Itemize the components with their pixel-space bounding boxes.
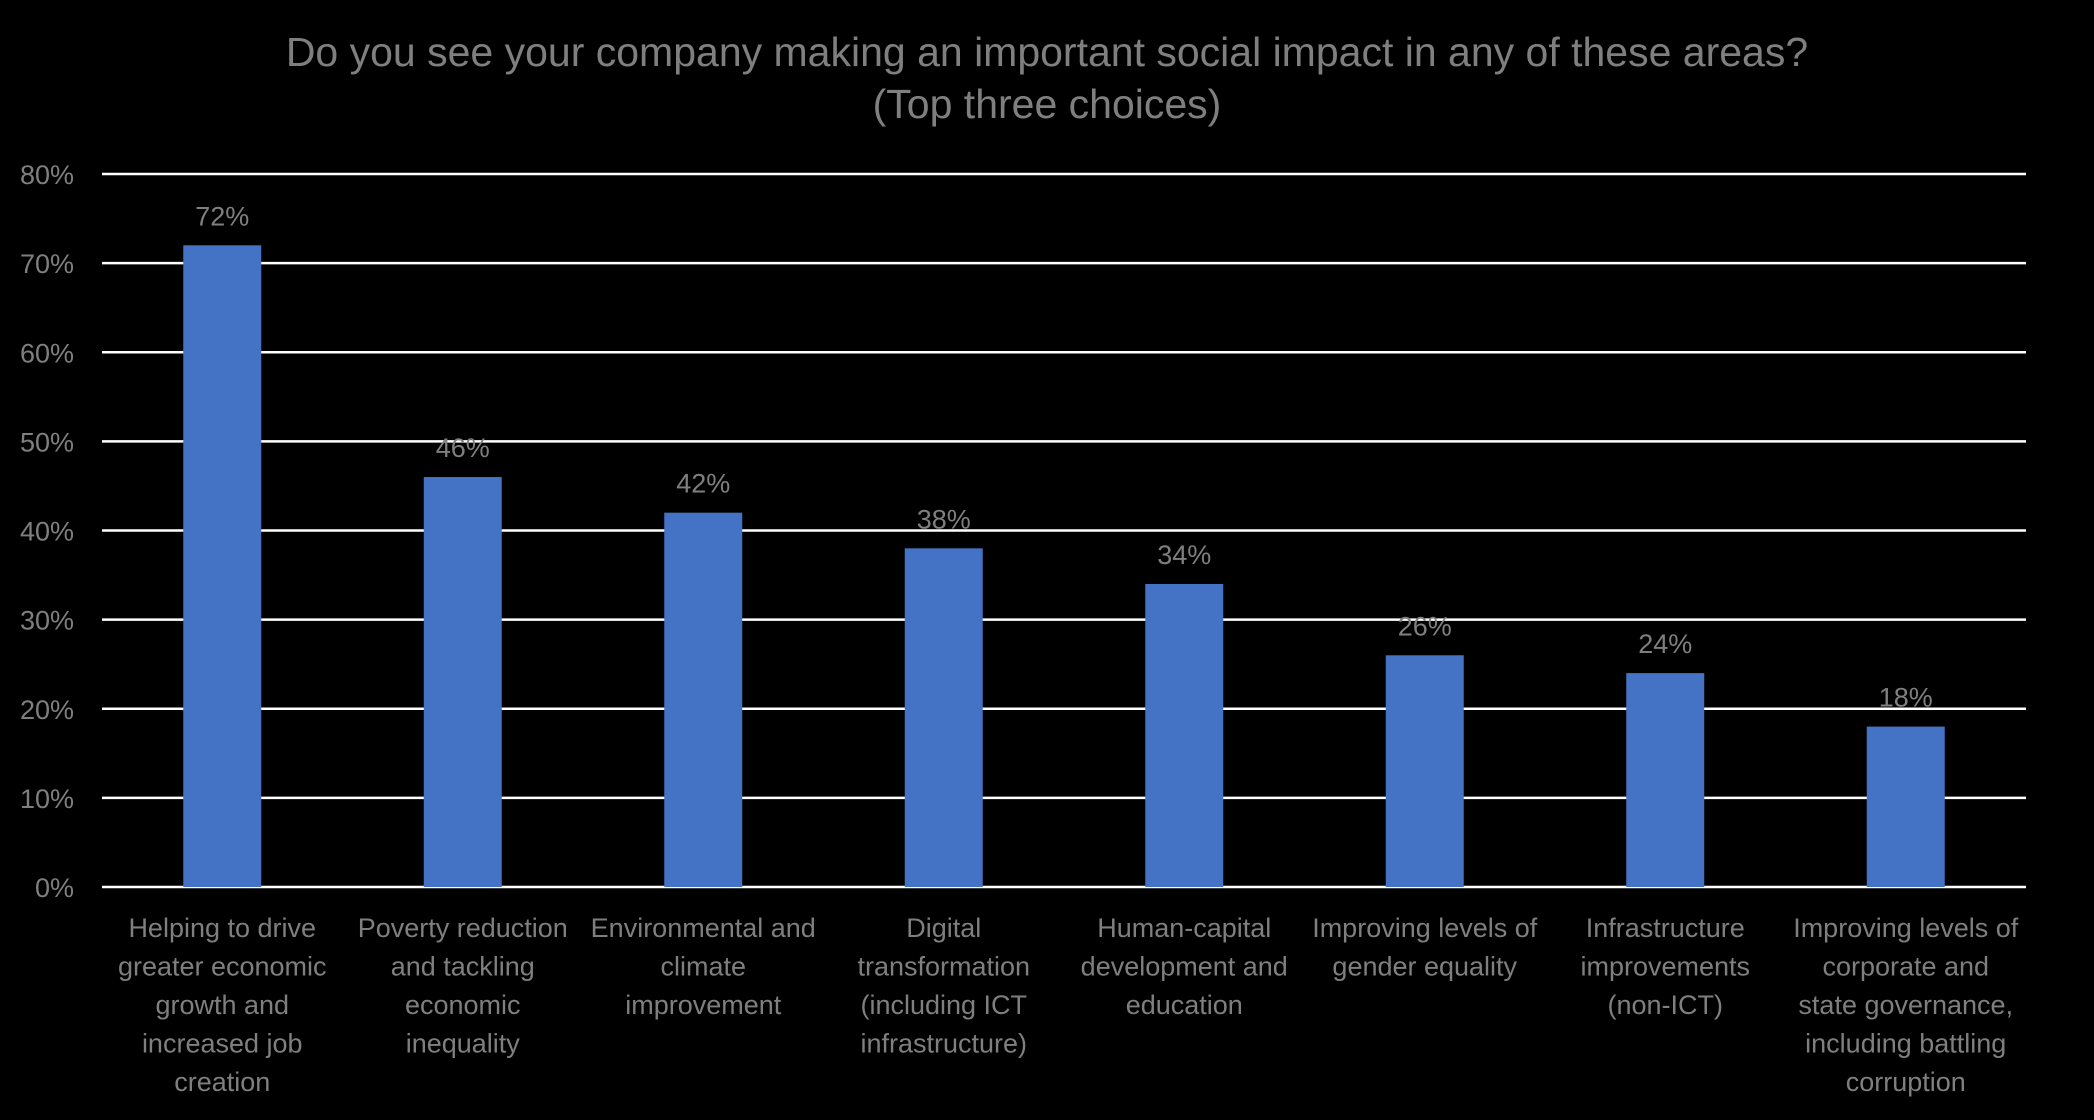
data-label: 24% xyxy=(1638,629,1692,659)
category-label: Environmental and xyxy=(591,913,816,943)
category-label: climate xyxy=(660,952,746,982)
data-labels: 72% 46% 42% 38% 34% 26% 24% 18% xyxy=(195,201,1933,712)
bars xyxy=(183,245,1945,888)
y-tick-label: 80% xyxy=(20,160,74,190)
chart-title-line-2: (Top three choices) xyxy=(872,81,1222,127)
data-label: 72% xyxy=(195,201,249,231)
category-label: Human-capital xyxy=(1097,913,1271,943)
category-label: improvement xyxy=(625,990,782,1020)
category-label: Poverty reduction xyxy=(358,913,568,943)
y-tick-label: 0% xyxy=(35,873,74,903)
category-label: economic xyxy=(405,990,521,1020)
category-label: corporate and xyxy=(1822,952,1989,982)
bar xyxy=(423,477,502,887)
y-tick-label: 70% xyxy=(20,249,74,279)
bar xyxy=(1866,726,1945,887)
category-label: gender equality xyxy=(1332,952,1517,982)
category-label: and tackling xyxy=(391,952,535,982)
category-label: including battling xyxy=(1805,1029,2006,1059)
y-tick-label: 40% xyxy=(20,517,74,547)
category-label: growth and xyxy=(155,990,289,1020)
data-label: 38% xyxy=(917,504,971,534)
category-label: Helping to drive xyxy=(128,913,316,943)
category-label: development and xyxy=(1081,952,1288,982)
y-tick-label: 20% xyxy=(20,695,74,725)
y-axis-ticks: 0% 10% 20% 30% 40% 50% 60% 70% 80% xyxy=(20,160,74,903)
chart-title: Do you see your company making an import… xyxy=(0,26,2094,130)
data-label: 42% xyxy=(676,469,730,499)
data-label: 18% xyxy=(1879,683,1933,713)
bar xyxy=(1145,583,1224,887)
y-tick-label: 50% xyxy=(20,427,74,457)
chart-title-line-1: Do you see your company making an import… xyxy=(285,29,1809,75)
data-label: 46% xyxy=(436,433,490,463)
gridlines xyxy=(102,172,2026,889)
category-label: Improving levels of xyxy=(1793,913,2019,943)
bar xyxy=(904,548,983,887)
y-tick-label: 60% xyxy=(20,338,74,368)
category-label: transformation xyxy=(857,952,1030,982)
data-label: 34% xyxy=(1157,540,1211,570)
category-label: corruption xyxy=(1846,1067,1966,1097)
bar xyxy=(183,245,262,888)
bar xyxy=(1385,655,1464,887)
category-label: (including ICT xyxy=(860,990,1027,1020)
x-axis-categories: Helping to drive greater economic growth a… xyxy=(118,913,2019,1097)
category-label: improvements xyxy=(1580,952,1750,982)
category-label: infrastructure) xyxy=(860,1029,1027,1059)
category-label: Infrastructure xyxy=(1586,913,1745,943)
category-label: education xyxy=(1126,990,1243,1020)
category-label: inequality xyxy=(406,1029,521,1059)
category-label: Improving levels of xyxy=(1312,913,1538,943)
data-label: 26% xyxy=(1398,611,1452,641)
y-tick-label: 30% xyxy=(20,606,74,636)
category-label: Digital xyxy=(906,913,981,943)
category-label: increased job xyxy=(142,1029,303,1059)
y-tick-label: 10% xyxy=(20,784,74,814)
category-label: greater economic xyxy=(118,952,327,982)
category-label: state governance, xyxy=(1798,990,2013,1020)
bar xyxy=(1626,673,1705,887)
category-label: creation xyxy=(174,1067,270,1097)
category-label: (non-ICT) xyxy=(1607,990,1723,1020)
bar xyxy=(664,512,743,887)
